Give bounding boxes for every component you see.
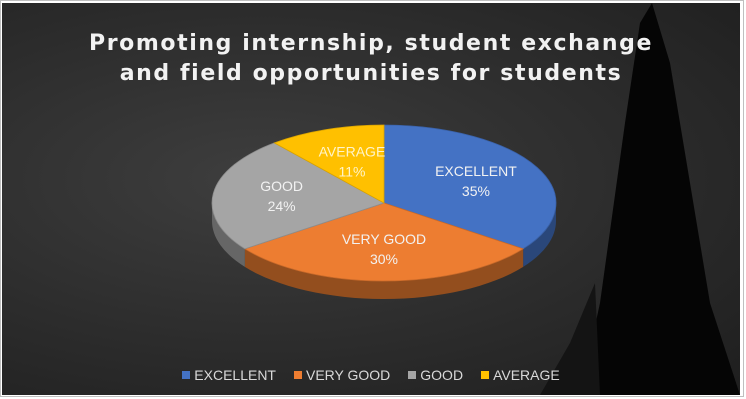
data-label-category-good: GOOD [260,178,303,194]
chart-area: Promoting internship, student exchange a… [2,3,740,395]
data-label-category-excellent: EXCELLENT [435,163,517,179]
legend-item-average: AVERAGE [481,367,560,383]
chart-title-line-2: and field opportunities for students [119,61,623,86]
legend-item-good: GOOD [408,367,463,383]
legend-label-average: AVERAGE [493,367,560,383]
data-label-value-very-good: 30% [370,251,398,267]
pie-slice-good [211,142,385,250]
chart-title-line-1: Promoting internship, student exchange [88,31,654,56]
pie-side-walls [212,203,556,300]
pie-slice-average [273,124,385,204]
legend-item-excellent: EXCELLENT [182,367,276,383]
chart-legend: EXCELLENT VERY GOOD GOOD AVERAGE [2,367,740,383]
pie-slice-very-good [243,202,525,282]
legend-item-very-good: VERY GOOD [293,367,391,383]
pie-chart: EXCELLENT 35% VERY GOOD 30% GOOD 24% AVERAGE 11… [211,124,557,300]
legend-swatch-excellent [182,371,191,379]
pie-side-good [212,203,245,267]
legend-label-good: GOOD [420,367,464,383]
legend-swatch-average [481,371,490,379]
pie-side-excellent [523,203,556,267]
pie-slice-excellent [383,124,557,250]
legend-label-very-good: VERY GOOD [305,367,391,383]
legend-label-excellent: EXCELLENT [194,367,276,383]
background-dark-shape [540,3,740,395]
data-label-category-very-good: VERY GOOD [342,231,426,247]
legend-swatch-very-good [293,371,302,379]
data-label-value-average: 11% [338,164,365,180]
data-label-value-good: 24% [268,198,296,214]
pie-side-very-good [244,248,524,300]
legend-swatch-good [408,371,417,379]
chart-title: Promoting internship, student exchange a… [2,29,740,89]
data-label-category-average: AVERAGE [319,144,386,160]
data-label-value-excellent: 35% [462,183,490,199]
